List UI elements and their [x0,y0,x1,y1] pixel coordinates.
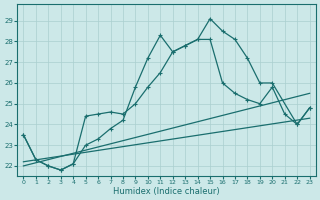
X-axis label: Humidex (Indice chaleur): Humidex (Indice chaleur) [113,187,220,196]
